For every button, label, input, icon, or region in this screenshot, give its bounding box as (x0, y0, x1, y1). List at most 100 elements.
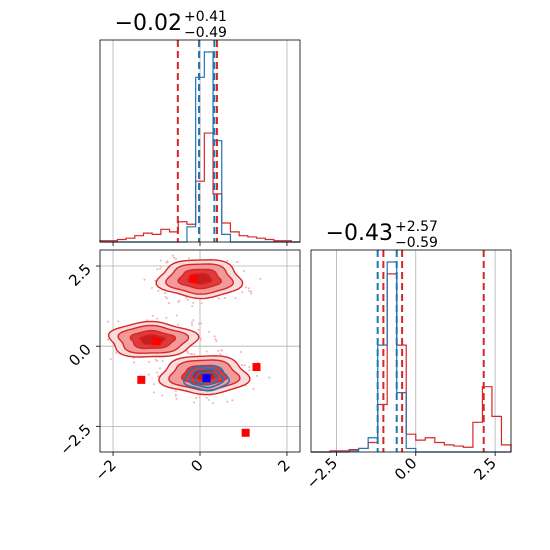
blue-contour-level (194, 371, 219, 386)
sample-point (190, 321, 193, 324)
red-square-marker (152, 337, 161, 346)
sample-point (186, 298, 189, 301)
sample-point (186, 350, 189, 353)
sample-point (106, 320, 109, 323)
sample-point (175, 397, 178, 400)
sample-point (217, 297, 220, 300)
sample-point (158, 367, 161, 370)
sample-point (150, 286, 153, 289)
sample-point (219, 352, 222, 355)
sample-point (241, 290, 244, 293)
sample-point (192, 302, 195, 305)
panel-title-value: −0.02 (115, 11, 182, 36)
blue-contour-level (182, 365, 231, 392)
sample-point (226, 400, 229, 403)
sample-point (185, 296, 188, 299)
sample-point (191, 305, 194, 308)
sample-point (250, 292, 253, 295)
x-tick-label: 0.0 (391, 454, 421, 484)
red-square-marker (252, 363, 261, 372)
sample-point (268, 376, 271, 379)
x-tick-label: 0 (187, 456, 206, 475)
sample-point (208, 330, 211, 333)
sample-point (109, 358, 112, 361)
x-tick-label: −2.5 (303, 454, 341, 492)
sample-point (152, 391, 155, 394)
sample-point (190, 353, 193, 356)
sample-point (239, 351, 242, 354)
sample-point (199, 339, 202, 342)
sample-point (161, 394, 164, 397)
sample-point (165, 316, 168, 319)
sample-point (199, 322, 202, 325)
sample-point (171, 254, 174, 257)
panel-title-lower-error: −0.49 (184, 25, 227, 41)
y-tick-label: 0.0 (65, 340, 95, 370)
red-histogram-step (311, 273, 512, 453)
sample-point (152, 383, 155, 386)
sample-point (178, 299, 181, 302)
sample-point (205, 396, 208, 399)
sample-point (175, 314, 178, 317)
sample-point (217, 349, 220, 352)
sample-point (214, 338, 217, 341)
red-square-marker (137, 375, 146, 384)
sample-point (106, 338, 109, 341)
sample-point (148, 360, 151, 363)
sample-point (250, 290, 253, 293)
blue-histogram-step (311, 261, 511, 453)
param2-histogram-panel: −0.43 +2.57−0.59 −2.5 0.0 2.5 (303, 219, 512, 493)
sample-point (197, 328, 200, 331)
sample-point (248, 369, 251, 372)
sample-point (177, 301, 180, 304)
sample-point (187, 257, 190, 260)
sample-point (199, 337, 202, 340)
panel-title-upper-error: +2.57 (395, 219, 438, 235)
sample-point (143, 278, 146, 281)
sample-point (236, 260, 239, 263)
y-tick-label: −2.5 (56, 420, 94, 458)
sample-point (240, 364, 243, 367)
sample-point (174, 393, 177, 396)
sample-point (115, 351, 118, 354)
sample-point (198, 322, 201, 325)
sample-point (231, 399, 234, 402)
sample-point (156, 371, 159, 374)
sample-point (117, 320, 120, 323)
sample-point (159, 265, 162, 268)
sample-point (242, 269, 245, 272)
sample-point (159, 267, 162, 270)
blue-contour-level (188, 368, 225, 389)
sample-point (244, 286, 247, 289)
sample-point (193, 401, 196, 404)
panel-frame (310, 249, 512, 453)
sample-point (200, 302, 203, 305)
sample-point (226, 259, 229, 262)
sample-point (207, 398, 210, 401)
sample-point (175, 257, 178, 260)
panel-title-upper-error: +0.41 (184, 9, 227, 25)
sample-point (168, 302, 171, 305)
sample-point (174, 390, 177, 393)
sample-point (224, 297, 227, 300)
sample-point (248, 366, 251, 369)
sample-point (211, 402, 214, 405)
sample-point (243, 364, 246, 367)
sample-point (164, 295, 167, 298)
sample-point (159, 259, 162, 262)
sample-point (146, 319, 149, 322)
x-tick-label: 2.5 (470, 454, 500, 484)
blue-square-marker (202, 374, 211, 383)
param1-histogram-panel: −0.02 +0.41−0.49 (99, 9, 301, 246)
red-square-marker (189, 274, 198, 283)
sample-point (161, 360, 164, 363)
sample-point (147, 373, 150, 376)
y-tick-label: 2.5 (65, 260, 95, 290)
red-square-marker (241, 428, 250, 437)
x-tick-label: −2 (91, 456, 119, 484)
sample-point (248, 289, 251, 292)
sample-point (205, 350, 208, 353)
sample-point (190, 323, 193, 326)
x-tick-label: 2 (274, 456, 293, 475)
